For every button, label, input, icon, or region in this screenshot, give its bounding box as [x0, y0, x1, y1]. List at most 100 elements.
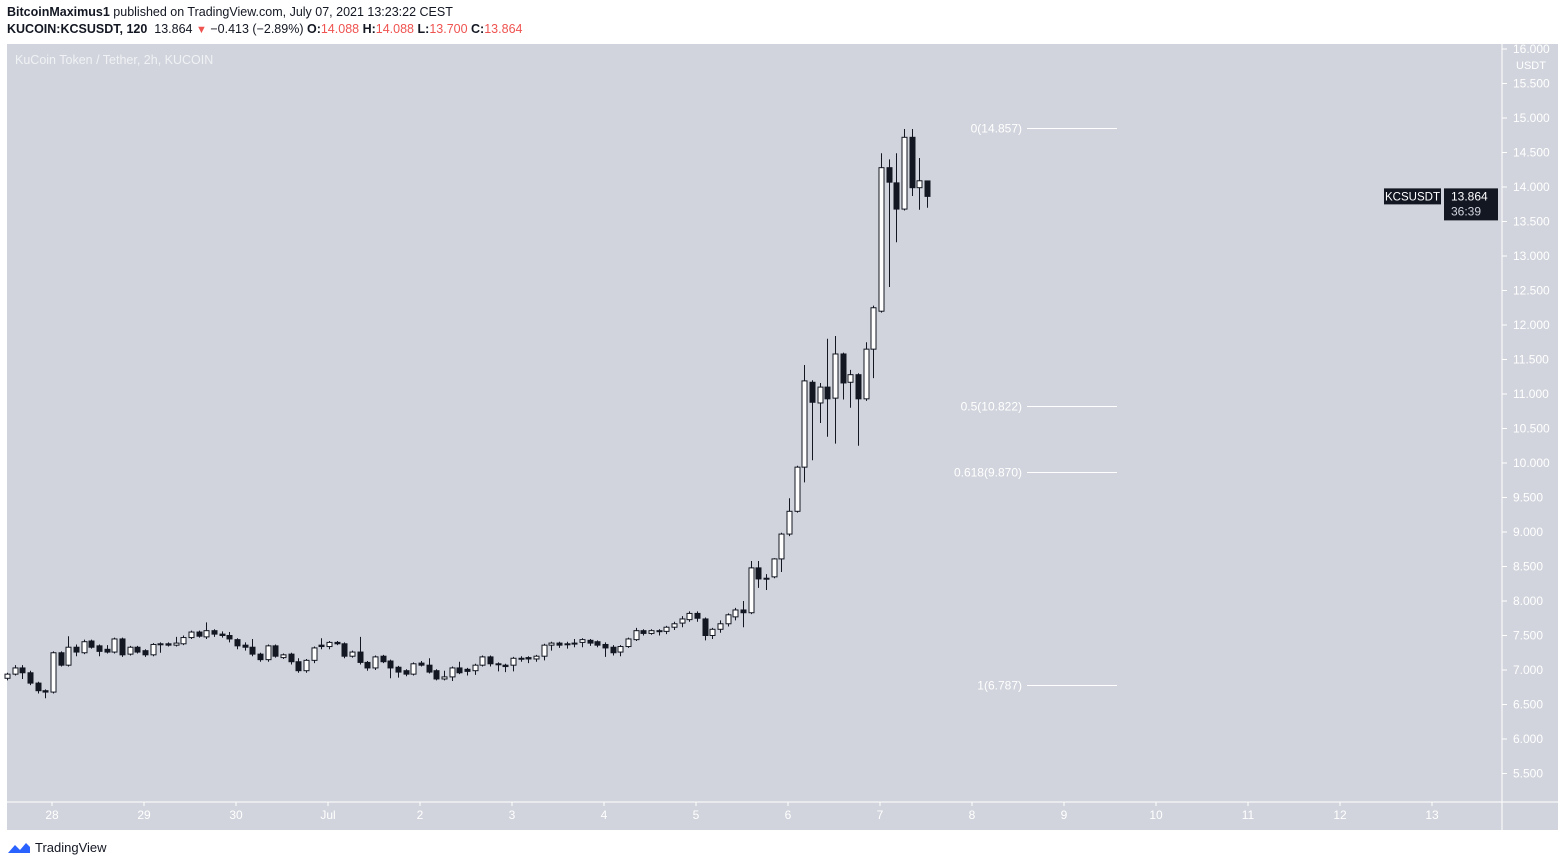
candle-down	[341, 643, 348, 657]
candle-down	[518, 657, 525, 660]
candle-up	[349, 651, 356, 657]
candle-down	[119, 638, 126, 656]
candle-up	[617, 646, 624, 653]
candle-down	[418, 662, 425, 666]
candle-up	[679, 618, 686, 624]
symbol-tag	[1384, 188, 1441, 205]
candle-up	[732, 609, 739, 618]
candle-up	[863, 348, 870, 400]
last-price: 13.864	[154, 22, 193, 36]
bar-countdown: 36:39	[1451, 204, 1481, 218]
candle-up	[625, 638, 632, 648]
time-tick-label: 30	[229, 808, 243, 822]
price-tick-label: 15.500	[1513, 77, 1550, 91]
candle-down	[27, 672, 34, 684]
author-name[interactable]: BitcoinMaximus1	[7, 5, 110, 19]
candle-down	[809, 381, 816, 403]
price-axis[interactable]: 16.000 15.500 15.000 14.500 14.000 13.500 13.0…	[1502, 42, 1550, 781]
candle-up	[817, 386, 824, 404]
chart-legend: KuCoin Token / Tether, 2h, KUCOIN	[15, 53, 214, 67]
candle-up	[916, 180, 923, 189]
candle-up	[4, 673, 11, 679]
candle-up	[901, 136, 908, 210]
candle-down	[334, 641, 341, 645]
candle-up	[441, 676, 448, 680]
price-tick-label: 16.000	[1513, 42, 1550, 56]
price-tick-label: 6.500	[1513, 698, 1543, 712]
candle-up	[870, 307, 877, 350]
candle-down	[525, 657, 532, 660]
low-label: L:	[417, 22, 430, 36]
candle-up	[65, 646, 72, 666]
candle-up	[709, 628, 716, 636]
candle-up	[541, 644, 548, 657]
candle-up	[510, 657, 517, 666]
price-tick-label: 13.500	[1513, 215, 1550, 229]
price-change: −0.413 (−2.89%)	[210, 22, 304, 36]
time-tick-label: 3	[509, 808, 516, 822]
symbol-info: KUCOIN:KCSUSDT, 120 13.864 ▼ −0.413 (−2.…	[7, 22, 522, 36]
time-tick-label: 9	[1061, 808, 1068, 822]
brand-name: TradingView	[35, 840, 107, 855]
time-tick-label: 8	[969, 808, 976, 822]
candle-up	[763, 577, 770, 580]
candle-down	[740, 609, 747, 614]
candle-up	[786, 510, 793, 535]
time-tick-label: 12	[1333, 808, 1347, 822]
fib-level-label: 0.5(10.822)	[961, 400, 1022, 414]
price-tick-label: 15.000	[1513, 111, 1550, 125]
time-tick-label: 29	[137, 808, 151, 822]
candle-down	[893, 182, 900, 210]
publish-info: BitcoinMaximus1 published on TradingView…	[7, 5, 453, 19]
time-tick-label: 13	[1425, 808, 1439, 822]
time-axis[interactable]: 28 29 30 Jul 2 3 4 5 6 7 8 9 10 11 12 13	[45, 802, 1439, 822]
time-tick-label: 7	[877, 808, 884, 822]
candle-up	[303, 659, 310, 672]
candle-up	[410, 663, 417, 675]
tradingview-logo[interactable]: TradingView	[7, 840, 107, 855]
candle-up	[878, 167, 885, 312]
candle-down	[755, 567, 762, 580]
candle-down	[395, 666, 402, 673]
candle-down	[295, 661, 302, 672]
candle-up	[81, 641, 88, 654]
candle-down	[556, 642, 563, 646]
price-tick-label: 8.500	[1513, 560, 1543, 574]
candle-down	[234, 639, 241, 647]
candle-up	[150, 643, 157, 656]
candle-up	[326, 641, 333, 648]
candle-up	[771, 558, 778, 578]
candle-down	[272, 645, 279, 657]
candle-up	[311, 647, 318, 661]
candle-down	[242, 644, 249, 648]
candle-down	[387, 660, 394, 669]
candle-down	[96, 645, 103, 652]
candle-down	[134, 646, 141, 653]
current-price-value: 13.864	[1451, 189, 1488, 203]
time-tick-label: 11	[1242, 808, 1255, 822]
current-price-tag	[1444, 188, 1498, 221]
price-tick-label: 14.500	[1513, 146, 1550, 160]
price-tick-label: 10.500	[1513, 422, 1550, 436]
tradingview-icon	[8, 842, 30, 853]
candle-down	[464, 668, 471, 672]
candle-down	[58, 652, 65, 666]
candle-up	[372, 656, 379, 669]
price-tick-label: 11.500	[1513, 353, 1549, 367]
candle-down	[610, 646, 617, 654]
candle-down	[104, 648, 111, 653]
candle-up	[173, 642, 180, 646]
candle-down	[88, 640, 95, 648]
candle-up	[533, 655, 540, 660]
candle-down	[357, 651, 364, 663]
candle-up	[479, 656, 486, 666]
candle-up	[280, 654, 287, 659]
candle-down	[587, 639, 594, 644]
fib-level-label: 0(14.857)	[971, 122, 1022, 136]
symbol-tag-label: KCSUSDT	[1385, 191, 1440, 203]
candle-down	[495, 663, 502, 666]
candle-up	[180, 637, 187, 645]
candle-up	[12, 667, 19, 675]
price-tick-label: 13.000	[1513, 249, 1550, 263]
